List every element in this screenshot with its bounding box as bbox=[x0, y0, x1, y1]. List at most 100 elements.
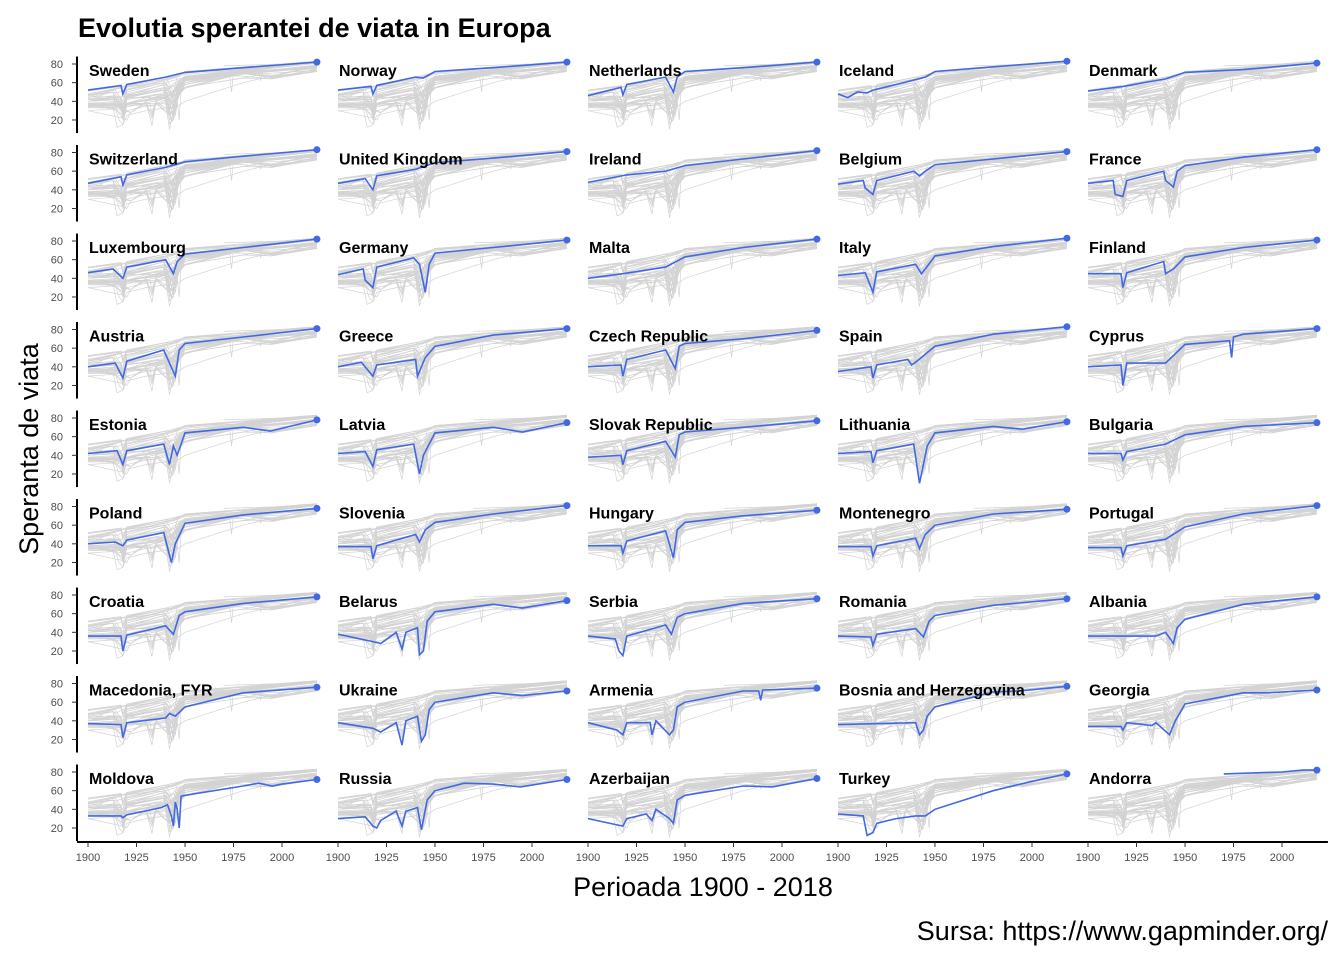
highlight-series-line bbox=[1088, 239, 1317, 288]
background-series-line bbox=[1087, 685, 1317, 748]
x-tick-label: 2000 bbox=[270, 852, 294, 864]
background-series-line bbox=[1088, 70, 1317, 116]
background-series-line bbox=[587, 242, 817, 305]
y-tick-label: 40 bbox=[51, 273, 63, 285]
background-series-line bbox=[88, 512, 317, 559]
background-series-line bbox=[587, 154, 817, 205]
y-tick-label: 60 bbox=[51, 432, 63, 444]
series-end-point bbox=[1063, 595, 1071, 603]
background-series-line bbox=[837, 503, 1067, 541]
background-series-line bbox=[337, 237, 567, 275]
series-end-point bbox=[563, 58, 571, 66]
background-series-line bbox=[1087, 503, 1317, 541]
facet-label: Finland bbox=[1089, 240, 1146, 257]
background-series-line bbox=[1223, 504, 1317, 509]
series-end-point bbox=[1313, 419, 1321, 427]
facet-label: Estonia bbox=[89, 417, 147, 434]
facet-label: Switzerland bbox=[89, 152, 178, 169]
highlight-series-line bbox=[1088, 504, 1317, 559]
y-tick-label: 20 bbox=[51, 734, 63, 746]
facet-label: United Kingdom bbox=[339, 152, 463, 169]
background-series-line bbox=[837, 243, 1067, 294]
y-tick-label: 40 bbox=[51, 716, 63, 728]
y-tick-label: 80 bbox=[51, 325, 63, 337]
background-series-line bbox=[587, 332, 817, 384]
background-series-line bbox=[837, 154, 1067, 217]
background-series-line bbox=[1087, 67, 1317, 119]
background-series-line bbox=[473, 150, 567, 155]
background-series-line bbox=[1087, 596, 1317, 659]
highlight-series-line bbox=[1088, 421, 1317, 463]
y-axis-label: Speranta de viata bbox=[14, 342, 44, 555]
highlight-series-line bbox=[87, 686, 317, 738]
x-tick-label: 1950 bbox=[423, 852, 447, 864]
facet-label: Ukraine bbox=[339, 683, 398, 700]
series-end-point bbox=[1063, 505, 1071, 513]
background-series-line bbox=[87, 247, 317, 296]
background-series-line bbox=[587, 158, 817, 207]
facet-label: Hungary bbox=[589, 506, 654, 523]
series-end-point bbox=[313, 416, 321, 424]
background-series-line bbox=[837, 158, 1067, 207]
highlight-series-line bbox=[837, 773, 1068, 837]
highlight-series-line bbox=[587, 238, 817, 280]
facet-label: Montenegro bbox=[839, 506, 931, 523]
panel-germany: Germany bbox=[337, 236, 571, 307]
x-tick-label: 2000 bbox=[520, 852, 544, 864]
panel-united-kingdom: United Kingdom bbox=[337, 148, 571, 218]
background-series-line bbox=[587, 326, 817, 364]
background-series-line bbox=[338, 778, 567, 824]
background-series-line bbox=[1223, 592, 1317, 598]
background-series-line bbox=[1087, 414, 1317, 452]
background-series-line bbox=[87, 508, 317, 571]
x-tick-label: 1950 bbox=[1173, 852, 1197, 864]
facet-label: Azerbaijan bbox=[589, 771, 670, 788]
x-tick-label: 1900 bbox=[576, 852, 600, 864]
background-series-line bbox=[837, 419, 1067, 482]
background-series-line bbox=[587, 503, 817, 541]
background-series-line bbox=[587, 243, 817, 294]
background-series-line bbox=[587, 335, 817, 384]
y-tick-label: 60 bbox=[51, 166, 63, 178]
background-series-line bbox=[587, 591, 817, 629]
background-series-line bbox=[837, 601, 1067, 650]
x-tick-label: 1900 bbox=[326, 852, 350, 864]
background-series-line bbox=[87, 326, 317, 364]
background-series-line bbox=[337, 503, 567, 541]
highlight-series-line bbox=[837, 237, 1067, 296]
panel-ukraine: Ukraine bbox=[337, 680, 571, 749]
background-series-line bbox=[587, 686, 817, 738]
panel-lithuania: Lithuania bbox=[837, 414, 1071, 484]
background-series-line bbox=[1087, 508, 1317, 559]
background-series-line bbox=[837, 421, 1067, 473]
panel-serbia: Serbia bbox=[587, 591, 821, 661]
background-series-line bbox=[1087, 155, 1317, 207]
background-series-line bbox=[87, 591, 317, 629]
background-series-line bbox=[88, 70, 317, 116]
background-series-line bbox=[87, 70, 317, 119]
background-series-line bbox=[587, 67, 817, 119]
facet-label: Iceland bbox=[839, 63, 894, 80]
highlight-series-line bbox=[337, 61, 567, 97]
background-series-line bbox=[337, 773, 567, 836]
highlight-series-line bbox=[837, 420, 1068, 484]
background-series-line bbox=[1087, 512, 1317, 561]
background-series-line bbox=[723, 415, 817, 421]
panel-hungary: Hungary bbox=[587, 503, 821, 572]
panel-finland: Finland bbox=[1087, 236, 1321, 307]
panel-croatia: Croatia 20 40 60 80 bbox=[51, 587, 321, 665]
highlight-series-line bbox=[587, 149, 817, 184]
background-series-line bbox=[87, 158, 317, 207]
panel-slovak-republic: Slovak Republic bbox=[587, 414, 821, 484]
chart-title: Evolutia sperantei de viata in Europa bbox=[78, 13, 552, 43]
background-series-line bbox=[587, 244, 817, 296]
y-tick-label: 80 bbox=[51, 590, 63, 602]
background-series-line bbox=[587, 689, 817, 738]
facet-label: Macedonia, FYR bbox=[89, 683, 213, 700]
y-tick-label: 80 bbox=[51, 767, 63, 779]
facet-label: Moldova bbox=[89, 771, 154, 788]
background-series-line bbox=[587, 685, 817, 748]
highlight-series-line bbox=[1223, 769, 1317, 775]
background-series-line bbox=[223, 769, 317, 775]
background-series-line bbox=[337, 149, 567, 187]
